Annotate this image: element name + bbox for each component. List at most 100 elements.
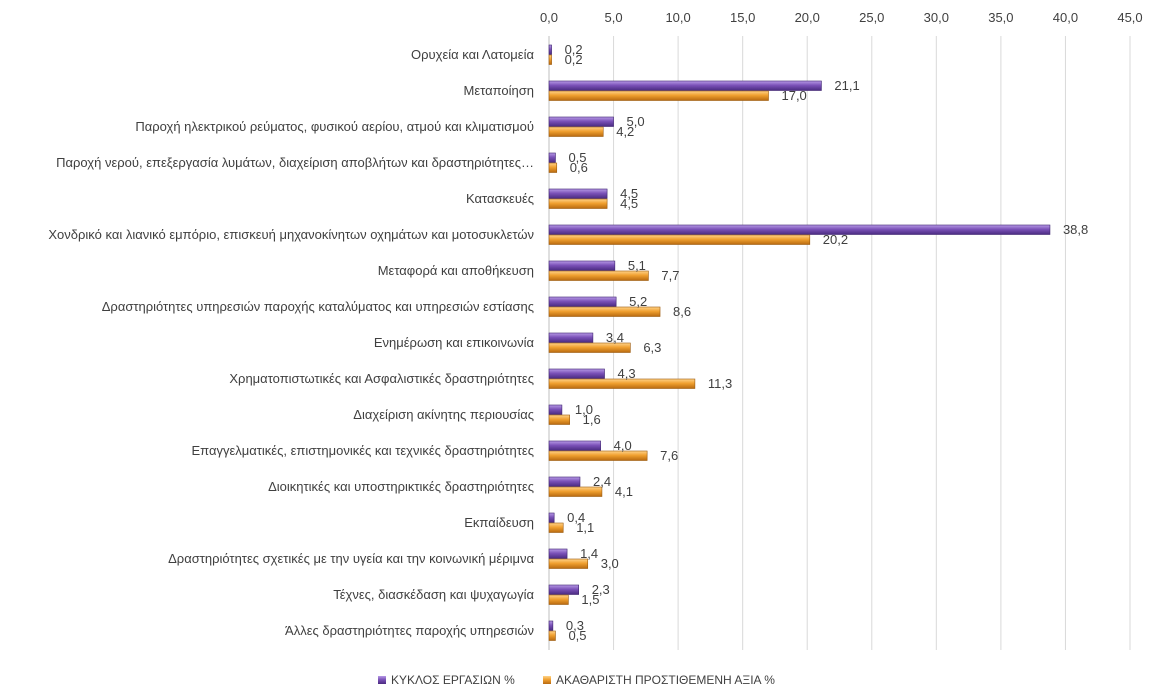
category-label: Δραστηριότητες υπηρεσιών παροχής καταλύμ… bbox=[102, 299, 534, 314]
data-label-series-1: 38,8 bbox=[1063, 222, 1088, 237]
data-label-series-2: 1,5 bbox=[581, 592, 599, 607]
data-label-series-1: 4,0 bbox=[614, 438, 632, 453]
data-label-series-1: 4,5 bbox=[620, 186, 638, 201]
category-label: Διαχείριση ακίνητης περιουσίας bbox=[353, 407, 534, 422]
category-label: Τέχνες, διασκέδαση και ψυχαγωγία bbox=[333, 587, 534, 602]
data-label-series-2: 3,0 bbox=[601, 556, 619, 571]
bar-series-1 bbox=[548, 584, 579, 595]
category-label: Μεταποίηση bbox=[464, 83, 534, 98]
bar-series-2 bbox=[548, 306, 661, 317]
bar-series-2 bbox=[548, 630, 556, 641]
bar-series-2 bbox=[548, 234, 811, 245]
data-label-series-2: 1,6 bbox=[583, 412, 601, 427]
bar-series-1 bbox=[548, 116, 614, 127]
bar-series-1 bbox=[548, 224, 1051, 235]
data-label-series-1: 4,3 bbox=[618, 366, 636, 381]
bar-series-2 bbox=[548, 486, 603, 497]
category-label: Κατασκευές bbox=[466, 191, 534, 206]
bar-series-1 bbox=[548, 296, 617, 307]
bar-series-1 bbox=[548, 188, 608, 199]
data-label-series-2: 8,6 bbox=[673, 304, 691, 319]
data-label-series-2: 11,3 bbox=[708, 376, 732, 391]
data-label-series-1: 0,3 bbox=[566, 618, 584, 633]
bar-series-2 bbox=[548, 522, 564, 533]
x-tick-label: 45,0 bbox=[1117, 10, 1142, 25]
category-label: Ορυχεία και Λατομεία bbox=[411, 47, 534, 62]
data-label-series-1: 1,4 bbox=[580, 546, 598, 561]
bar-series-1 bbox=[548, 152, 556, 163]
data-label-series-2: 7,7 bbox=[661, 268, 679, 283]
x-axis-tick-labels: 0,0 5,0 10,0 15,0 20,0 25,0 30,0 35,0 40,0 45,0 bbox=[540, 10, 1143, 25]
x-tick-label: 0,0 bbox=[540, 10, 558, 25]
legend-label-series-2: ΑΚΑΘΑΡΙΣΤΗ ΠΡΟΣΤΙΘΕΜΕΝΗ ΑΞΙΑ % bbox=[556, 673, 775, 687]
x-tick-label: 10,0 bbox=[665, 10, 690, 25]
category-label: Χονδρικό και λιανικό εμπόριο, επισκευή μ… bbox=[48, 227, 534, 242]
data-label-series-2: 0,2 bbox=[565, 52, 583, 67]
data-label-series-2: 4,2 bbox=[616, 124, 634, 139]
data-label-series-2: 4,5 bbox=[620, 196, 638, 211]
bar-series-2 bbox=[548, 558, 589, 569]
data-label-series-2: 6,3 bbox=[643, 340, 661, 355]
category-label: Παροχή ηλεκτρικού ρεύματος, φυσικού αερί… bbox=[135, 119, 534, 134]
x-tick-label: 40,0 bbox=[1053, 10, 1078, 25]
legend: ΚΥΚΛΟΣ ΕΡΓΑΣΙΩΝ % ΑΚΑΘΑΡΙΣΤΗ ΠΡΟΣΤΙΘΕΜΕΝ… bbox=[378, 673, 775, 687]
data-label-series-2: 1,1 bbox=[576, 520, 594, 535]
data-label-series-2: 7,6 bbox=[660, 448, 678, 463]
bar-series-1 bbox=[548, 332, 594, 343]
bar-series-1 bbox=[548, 548, 568, 559]
x-tick-label: 30,0 bbox=[924, 10, 949, 25]
bar-series-1 bbox=[548, 620, 554, 631]
legend-label-series-1: ΚΥΚΛΟΣ ΕΡΓΑΣΙΩΝ % bbox=[391, 673, 515, 687]
bar-series-1 bbox=[548, 440, 601, 451]
gridlines bbox=[548, 36, 1131, 650]
category-label: Χρηματοπιστωτικές και Ασφαλιστικές δραστ… bbox=[229, 371, 534, 386]
data-label-series-1: 2,3 bbox=[592, 582, 610, 597]
data-label-series-1: 0,4 bbox=[567, 510, 585, 525]
data-label-series-1: 21,1 bbox=[834, 78, 859, 93]
data-label-series-2: 20,2 bbox=[823, 232, 848, 247]
category-label: Δραστηριότητες σχετικές με την υγεία και… bbox=[168, 551, 534, 566]
data-label-series-1: 5,2 bbox=[629, 294, 647, 309]
bar-series-1 bbox=[548, 404, 563, 415]
data-label-series-2: 4,1 bbox=[615, 484, 633, 499]
x-tick-label: 5,0 bbox=[605, 10, 623, 25]
data-label-series-1: 0,5 bbox=[568, 150, 586, 165]
category-label: Ενημέρωση και επικοινωνία bbox=[374, 335, 535, 350]
bar-series-2 bbox=[548, 270, 649, 281]
data-label-series-2: 0,6 bbox=[570, 160, 588, 175]
x-tick-label: 15,0 bbox=[730, 10, 755, 25]
legend-swatch-series-1 bbox=[378, 676, 386, 684]
bar-series-2 bbox=[548, 378, 696, 389]
data-label-series-1: 5,0 bbox=[627, 114, 645, 129]
category-label: Επαγγελματικές, επιστημονικές και τεχνικ… bbox=[191, 443, 534, 458]
bar-series-2 bbox=[548, 414, 570, 425]
bar-series-1 bbox=[548, 80, 822, 91]
bar-series-2 bbox=[548, 162, 558, 173]
category-label: Διοικητικές και υποστηρικτικές δραστηριό… bbox=[268, 479, 534, 494]
bar-series-2 bbox=[548, 126, 604, 137]
category-label: Εκπαίδευση bbox=[464, 515, 534, 530]
x-tick-label: 35,0 bbox=[988, 10, 1013, 25]
bar-series-2 bbox=[548, 450, 648, 461]
bar-series-2 bbox=[548, 342, 631, 353]
category-label: Παροχή νερού, επεξεργασία λυμάτων, διαχε… bbox=[56, 155, 534, 170]
data-label-series-1: 0,2 bbox=[565, 42, 583, 57]
bar-series-1 bbox=[548, 260, 616, 271]
x-tick-label: 25,0 bbox=[859, 10, 884, 25]
data-label-series-2: 17,0 bbox=[781, 88, 806, 103]
bar-series-2 bbox=[548, 54, 552, 65]
data-label-series-1: 2,4 bbox=[593, 474, 611, 489]
bar-series-1 bbox=[548, 44, 552, 55]
bar-series-2 bbox=[548, 90, 769, 101]
bar-series-1 bbox=[548, 368, 605, 379]
bar-series-1 bbox=[548, 476, 581, 487]
legend-swatch-series-2 bbox=[543, 676, 551, 684]
bar-series-2 bbox=[548, 198, 608, 209]
bars bbox=[548, 44, 1051, 641]
x-tick-label: 20,0 bbox=[795, 10, 820, 25]
data-label-series-1: 5,1 bbox=[628, 258, 646, 273]
data-label-series-1: 1,0 bbox=[575, 402, 593, 417]
data-label-series-2: 0,5 bbox=[568, 628, 586, 643]
data-label-series-1: 3,4 bbox=[606, 330, 624, 345]
